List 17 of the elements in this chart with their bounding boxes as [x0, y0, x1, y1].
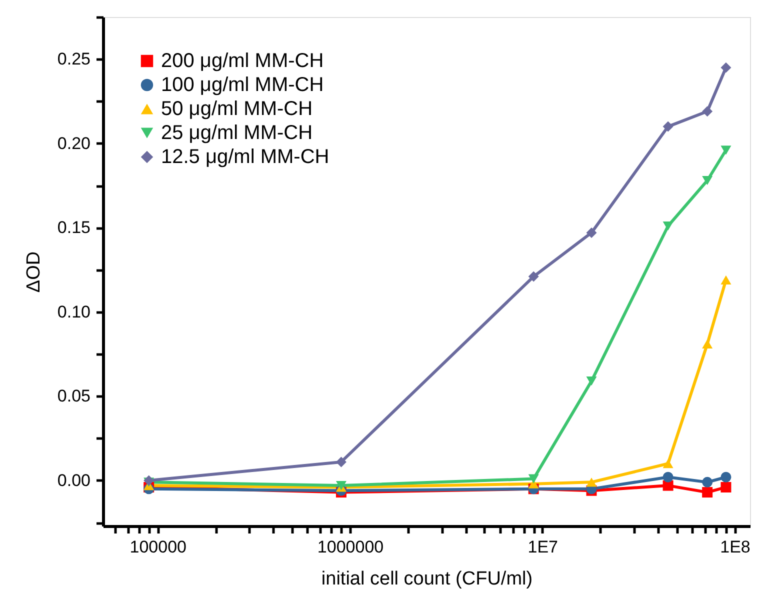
legend-label: 25 μg/ml MM-CH	[161, 122, 313, 144]
legend-label: 200 μg/ml MM-CH	[161, 50, 324, 72]
y-tick-label: 0.10	[57, 302, 90, 322]
legend-label: 12.5 μg/ml MM-CH	[161, 146, 330, 168]
y-tick-label: 0.20	[57, 134, 90, 153]
legend-label: 50 μg/ml MM-CH	[161, 98, 313, 120]
x-tick-label: 1E7	[528, 538, 558, 556]
y-tick-label: 0.05	[57, 386, 90, 406]
y-tick-label: 0.00	[57, 470, 90, 490]
x-tick-label: 1000000	[317, 538, 384, 556]
y-tick-label: 0.25	[57, 50, 90, 69]
y-axis-title: ΔOD	[23, 251, 44, 293]
x-tick-label: 1E8	[720, 538, 750, 556]
x-tick-label: 100000	[130, 538, 186, 556]
x-axis-title: initial cell count (CFU/ml)	[321, 568, 533, 590]
legend-label: 100 μg/ml MM-CH	[161, 74, 324, 96]
y-tick-label: 0.15	[57, 218, 90, 238]
